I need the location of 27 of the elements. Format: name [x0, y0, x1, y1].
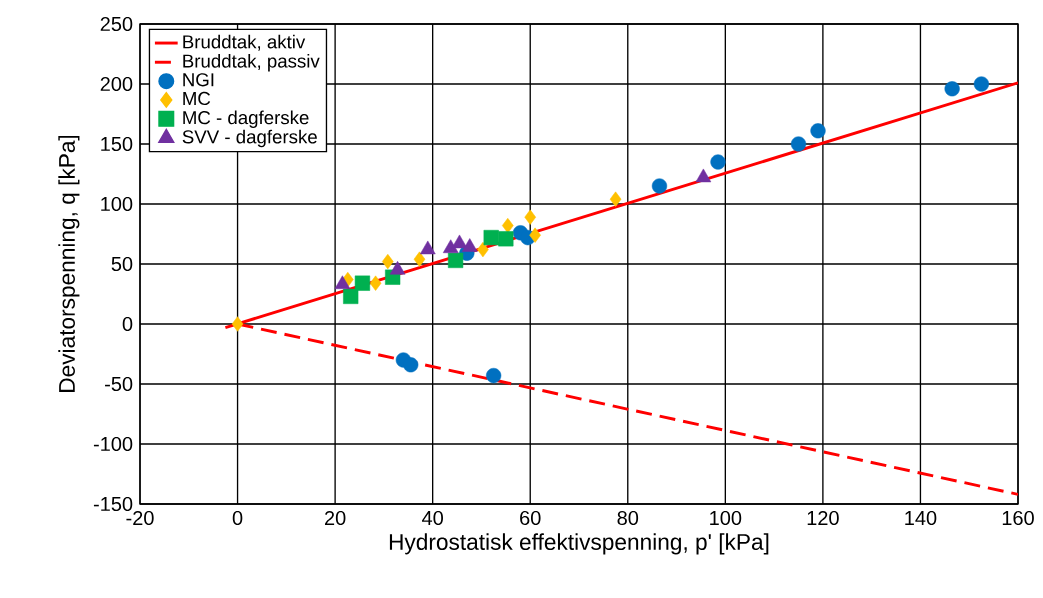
- y-tick-label: 0: [122, 316, 133, 332]
- y-tick-label: 150: [101, 136, 133, 152]
- x-tick-label: 100: [710, 510, 742, 526]
- y-tick-label: -50: [105, 376, 133, 392]
- x-axis-title: Hydrostatisk effektivspenning, p' [kPa]: [389, 533, 769, 555]
- legend-label: MC: [183, 91, 211, 106]
- legend-label: SVV - dagferske: [182, 129, 317, 148]
- x-tick-label: 140: [905, 510, 937, 526]
- y-tick-label: 250: [100, 16, 133, 32]
- x-tick-label: -20: [126, 510, 154, 526]
- legend-label: NGI: [183, 73, 214, 87]
- y-tick-label: 200: [100, 76, 133, 92]
- legend-label: Bruddtak, aktiv: [183, 34, 306, 51]
- y-tick-label: 100: [101, 196, 133, 212]
- y-tick-label: -150: [93, 496, 133, 512]
- y-tick-label: -100: [93, 436, 133, 452]
- y-axis-title: Deviatorspenning, q [kPa]: [58, 135, 80, 392]
- x-tick-label: 120: [807, 510, 839, 526]
- x-tick-label: 60: [520, 510, 541, 526]
- legend-label: Bruddtak, passiv: [183, 53, 320, 72]
- x-tick-label: 20: [325, 510, 346, 526]
- x-tick-label: 160: [1002, 510, 1034, 526]
- legend-label: MC - dagferske: [183, 110, 309, 128]
- x-tick-label: 80: [617, 510, 639, 526]
- y-tick-label: 50: [111, 256, 133, 272]
- x-tick-label: 0: [232, 510, 243, 526]
- x-tick-label: 40: [422, 510, 443, 526]
